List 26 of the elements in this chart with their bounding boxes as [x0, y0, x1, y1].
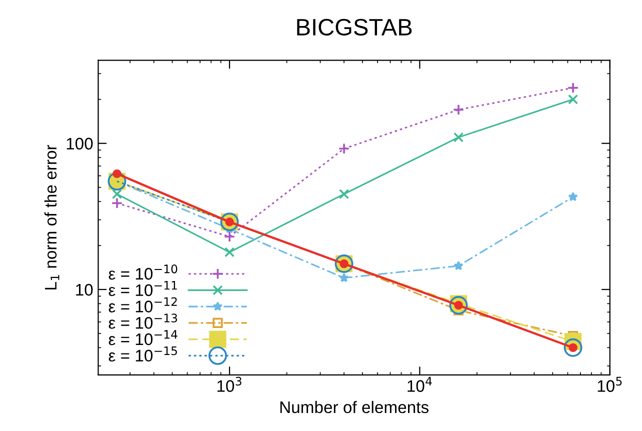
- point: [339, 272, 349, 282]
- point: [564, 338, 582, 357]
- legend-label: ε = 10$^{−11}$: [108, 281, 177, 296]
- y-axis-title: L$_{1}$ norm of the error: [44, 144, 60, 290]
- point: [224, 247, 235, 258]
- y-tick-label: 10: [76, 284, 93, 296]
- point: [568, 192, 578, 202]
- x-tick-label: 10$^{4}$: [408, 376, 432, 392]
- legend-label: ε = 10$^{−12}$: [108, 297, 177, 312]
- point: [338, 188, 350, 200]
- point: [338, 142, 350, 154]
- x-tick-label: 10$^{5}$: [598, 376, 622, 392]
- point: [452, 104, 464, 116]
- point: [224, 230, 236, 242]
- y-tick-label: 100: [66, 138, 93, 150]
- x-tick-label: 10$^{3}$: [217, 376, 242, 392]
- legend-label: ε = 10$^{−10}$: [108, 264, 178, 280]
- point: [453, 132, 464, 142]
- legend-label: ε = 10$^{−13}$: [108, 314, 178, 329]
- point: [454, 260, 464, 270]
- legend-label: ε = 10$^{−14}$: [108, 330, 178, 346]
- legend-label: ε = 10$^{−15}$: [108, 346, 177, 362]
- point: [567, 82, 579, 94]
- point: [568, 94, 578, 104]
- x-axis-title: Number of elements: [280, 400, 428, 414]
- chart-title: BICGSTAB: [297, 18, 412, 36]
